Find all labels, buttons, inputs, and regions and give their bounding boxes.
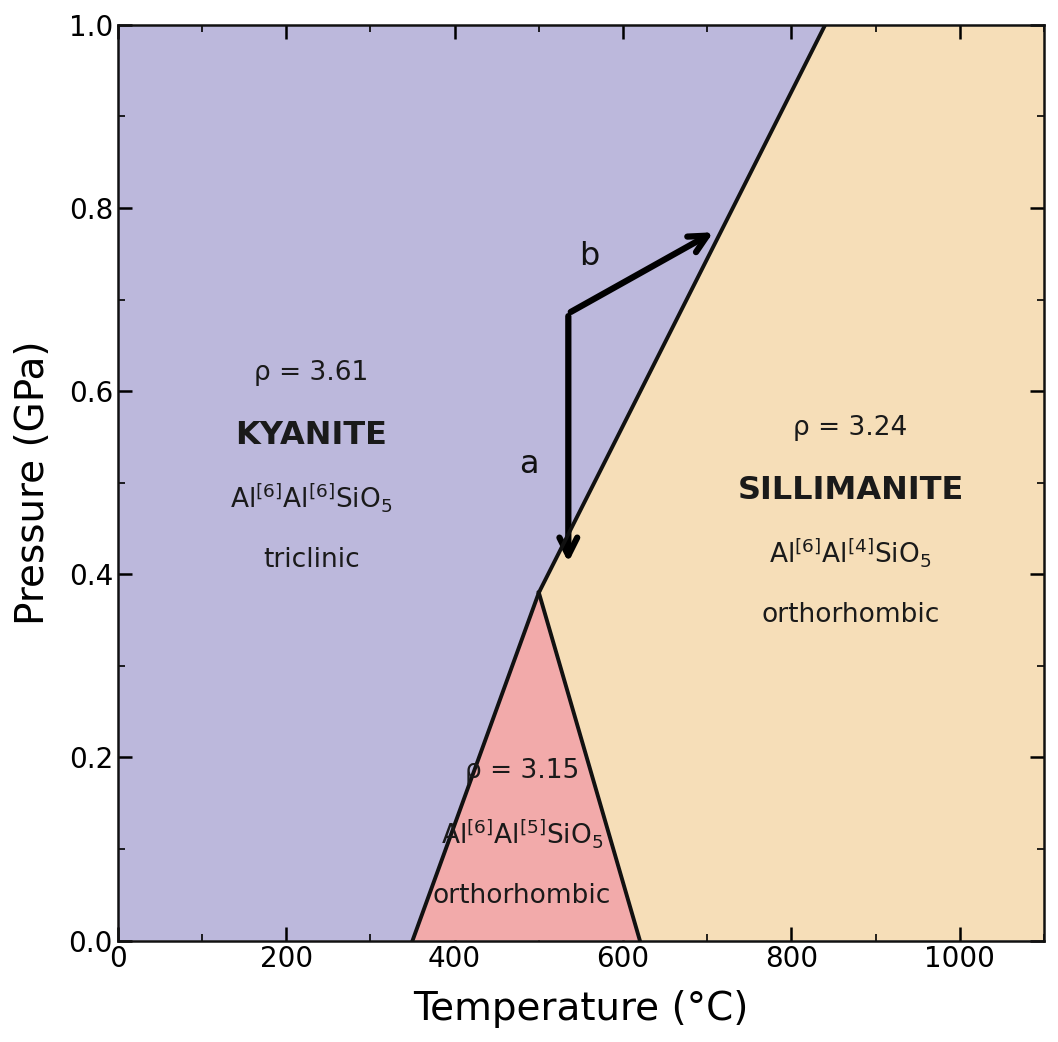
- Text: orthorhombic: orthorhombic: [762, 601, 940, 627]
- Y-axis label: Pressure (GPa): Pressure (GPa): [14, 341, 52, 625]
- Polygon shape: [413, 593, 640, 941]
- Text: Al$^{[6]}$Al$^{[6]}$SiO$_5$: Al$^{[6]}$Al$^{[6]}$SiO$_5$: [231, 481, 393, 514]
- Text: ρ = 3.24: ρ = 3.24: [794, 415, 908, 441]
- Text: SILLIMANITE: SILLIMANITE: [737, 474, 964, 505]
- Text: triclinic: triclinic: [263, 547, 360, 573]
- Text: Al$^{[6]}$Al$^{[4]}$SiO$_5$: Al$^{[6]}$Al$^{[4]}$SiO$_5$: [769, 536, 932, 569]
- X-axis label: Temperature (°C): Temperature (°C): [414, 990, 749, 1028]
- Text: ρ = 3.15: ρ = 3.15: [464, 759, 579, 785]
- Text: ρ = 3.61: ρ = 3.61: [254, 359, 368, 386]
- Polygon shape: [117, 25, 825, 941]
- Text: Al$^{[6]}$Al$^{[5]}$SiO$_5$: Al$^{[6]}$Al$^{[5]}$SiO$_5$: [441, 817, 603, 850]
- Text: a: a: [519, 449, 539, 480]
- Text: orthorhombic: orthorhombic: [433, 883, 612, 909]
- Polygon shape: [539, 25, 1044, 941]
- Text: KYANITE: KYANITE: [236, 420, 387, 450]
- Text: b: b: [580, 241, 600, 272]
